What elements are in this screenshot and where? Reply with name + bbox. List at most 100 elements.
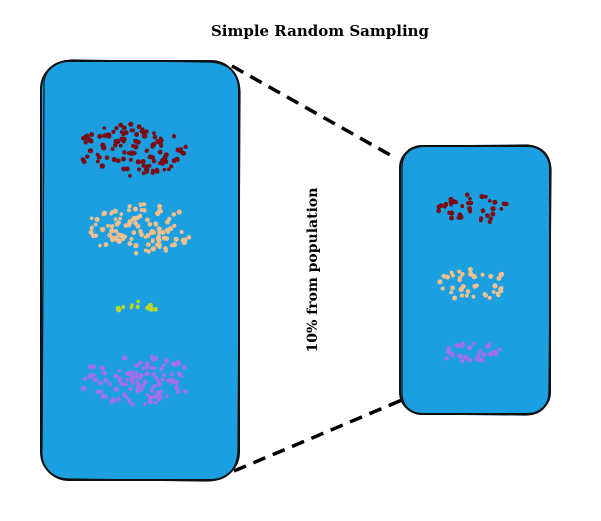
population-dot [171, 378, 176, 383]
population-dot [110, 147, 115, 151]
population-dot [162, 167, 167, 172]
sample-dot [460, 341, 466, 347]
population-dot [146, 249, 151, 253]
population-dot [117, 368, 122, 373]
sample-dot [488, 351, 494, 357]
population-dot [175, 147, 181, 153]
population-dot [152, 134, 158, 140]
population-dot [182, 364, 187, 370]
sample-dot [471, 341, 476, 346]
population-dot [142, 133, 147, 139]
population-dot [82, 134, 89, 141]
population-dot [99, 163, 105, 169]
population-dot [85, 154, 90, 159]
sample-cluster-group_4 [444, 341, 502, 364]
population-dot [142, 379, 148, 385]
sample-dot [454, 200, 459, 205]
population-dot [136, 167, 142, 172]
sample-dot [457, 212, 463, 218]
population-dot [179, 373, 184, 379]
population-dot [152, 306, 158, 312]
population-dot [143, 402, 147, 406]
sample-dot [480, 208, 486, 214]
sample-dot [492, 350, 498, 356]
population-dot [89, 216, 94, 221]
population-dot [132, 206, 138, 212]
population-dot [124, 377, 129, 382]
population-dot [143, 248, 148, 253]
population-dot [164, 394, 169, 398]
population-dot [97, 133, 103, 139]
population-dot [161, 235, 167, 241]
population-dot [120, 138, 125, 143]
sample-dot [465, 289, 471, 294]
population-dot [144, 148, 150, 154]
population-dot [151, 395, 156, 400]
population-dot [116, 238, 122, 244]
sample-dots [436, 192, 509, 364]
population-dot [147, 163, 152, 168]
population-dot [176, 209, 182, 215]
population-dot [163, 248, 168, 253]
population-dot [134, 363, 140, 369]
sample-dot [492, 283, 498, 289]
population-dot [135, 379, 140, 384]
population-dot [115, 397, 121, 402]
population-dot [134, 370, 139, 375]
population-dot [182, 237, 188, 243]
population-dot [176, 389, 181, 394]
population-dot [157, 149, 163, 155]
population-dot [153, 221, 159, 227]
population-dot [109, 224, 115, 229]
population-dot [151, 141, 157, 147]
population-dot [170, 243, 174, 248]
sample-panel [399, 144, 552, 416]
sample-dot [488, 216, 494, 221]
sample-dot [480, 358, 485, 363]
population-dot [82, 376, 87, 382]
population-dot [186, 235, 192, 240]
population-dot [113, 386, 119, 392]
population-dot [144, 361, 150, 367]
sample-dot [464, 192, 470, 198]
population-dot [121, 305, 126, 309]
sample-dot [479, 193, 485, 200]
population-dot [134, 132, 140, 137]
sampling-annotation: 10% from population [305, 188, 321, 353]
sample-dot [491, 290, 496, 294]
population-dot [141, 202, 147, 207]
population-dot [127, 398, 132, 403]
population-dot [126, 222, 132, 228]
population-dot [133, 144, 139, 150]
population-dot [118, 122, 124, 128]
population-dot [101, 145, 107, 151]
sample-dot [480, 272, 485, 277]
population-dot [127, 204, 132, 209]
population-dot [136, 124, 142, 130]
population-dot [125, 166, 130, 172]
population-dot [113, 142, 118, 148]
population-dot [116, 220, 121, 225]
population-dot [127, 241, 133, 246]
population-dot [163, 159, 169, 165]
population-dot [147, 302, 154, 309]
population-dot [136, 299, 141, 304]
population-dot [155, 378, 160, 383]
population-dot [129, 377, 135, 383]
sample-dot [436, 208, 441, 214]
population-dot [111, 156, 117, 163]
population-dot [166, 230, 170, 234]
population-dot [102, 126, 107, 130]
population-dot [129, 401, 135, 407]
population-cluster-group_3 [115, 299, 158, 313]
population-dot [150, 246, 156, 252]
population-dot [121, 156, 126, 162]
sample-dot [503, 201, 509, 207]
population-dot [134, 374, 140, 380]
population-dot [147, 399, 153, 405]
population-dot [122, 150, 127, 155]
population-dot [160, 378, 165, 382]
population-dot [170, 361, 177, 367]
population-dot [128, 121, 134, 127]
population-dot [136, 139, 141, 145]
